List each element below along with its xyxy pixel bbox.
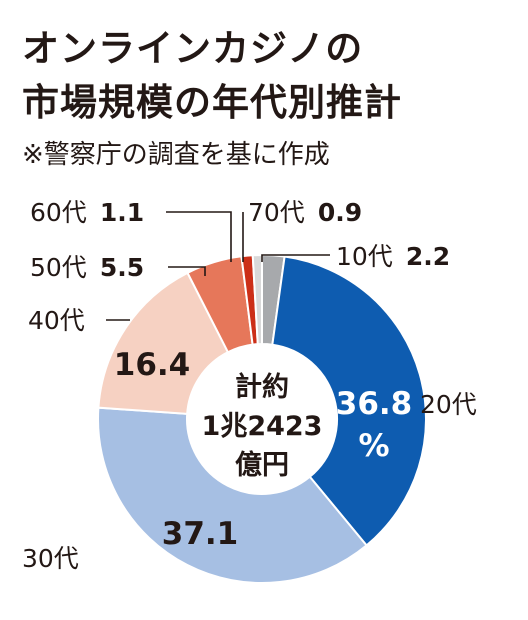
label-50s-value: 5.5	[100, 253, 144, 282]
label-10s-category: 10代	[336, 242, 393, 271]
label-70s-category: 70代	[248, 198, 305, 227]
label-60s-value: 1.1	[100, 198, 144, 227]
donut-slice-30s	[97, 406, 368, 584]
chart-title-line-1: オンラインカジノの	[22, 27, 364, 70]
label-10s: 10代 2.2	[336, 242, 450, 271]
center-label-line-1: 計約	[235, 371, 289, 403]
leader-line-10s	[261, 254, 330, 262]
center-label-line-2: 1兆2423	[202, 411, 323, 442]
donut-slices	[97, 253, 427, 584]
donut-center-label: 計約 1兆2423 億円	[202, 371, 323, 481]
donut-slice-40s	[97, 271, 230, 415]
label-50s-category: 50代	[30, 253, 87, 282]
leader-lines	[106, 211, 330, 321]
label-10s-value: 2.2	[406, 242, 450, 271]
donut-slice-70s	[251, 253, 263, 346]
label-20s-category: 20代	[420, 390, 477, 419]
donut-slice-20s	[271, 255, 427, 547]
center-label-line-3: 億円	[235, 450, 289, 481]
chart-source-note: ※警察庁の調査を基に作成	[22, 140, 330, 170]
label-40s-category: 40代	[28, 306, 85, 335]
label-60s-category: 60代	[30, 198, 87, 227]
value-label-40s: 16.4	[114, 347, 191, 383]
label-50s: 50代 5.5	[30, 253, 144, 282]
value-label-30s: 37.1	[162, 516, 239, 552]
chart-title-line-2: 市場規模の年代別推計	[22, 81, 402, 124]
leader-line-50s	[168, 266, 206, 276]
value-label-20s: 36.8	[336, 386, 413, 422]
label-70s-value: 0.9	[318, 198, 362, 227]
value-label-20s-unit: %	[358, 428, 389, 464]
label-60s: 60代 1.1	[30, 198, 144, 227]
label-30s-category: 30代	[22, 544, 79, 573]
label-70s: 70代 0.9	[248, 198, 362, 227]
leader-line-60s	[166, 211, 232, 262]
category-labels: 60代 1.1 70代 0.9 50代 5.5 10代 2.2 40代 20代 …	[22, 198, 477, 573]
